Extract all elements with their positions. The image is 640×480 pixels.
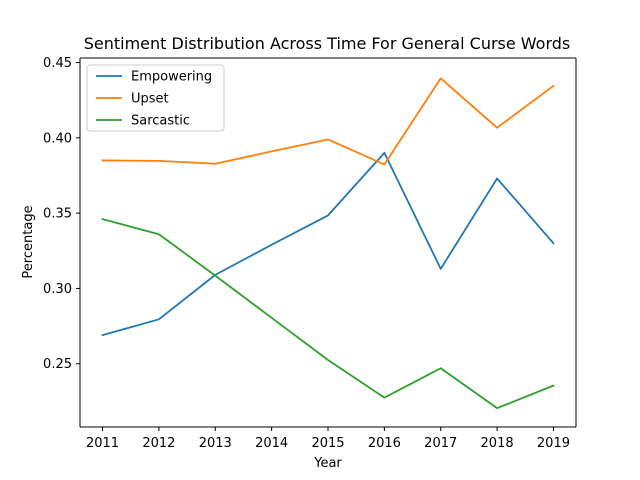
y-tick-label: 0.30: [43, 282, 72, 297]
x-tick-label: 2016: [368, 436, 401, 451]
x-tick-label: 2018: [481, 436, 514, 451]
x-tick-label: 2017: [424, 436, 457, 451]
y-axis-title: Percentage: [21, 205, 36, 278]
y-tick-label: 0.45: [43, 56, 72, 71]
y-tick-label: 0.40: [43, 131, 72, 146]
series-line-upset: [101, 77, 555, 166]
series-line-empowering: [101, 151, 555, 337]
x-axis-ticks: 2011 2012 2013 2014 2015 2016 2017 2018 2019: [86, 427, 570, 451]
legend-label-sarcastic: Sarcastic: [131, 114, 190, 129]
legend-label-upset: Upset: [131, 92, 169, 107]
x-tick-label: 2014: [255, 436, 288, 451]
y-tick-label: 0.25: [43, 357, 72, 372]
x-tick-label: 2013: [199, 436, 232, 451]
x-tick-label: 2011: [86, 436, 119, 451]
legend-box: [86, 64, 225, 132]
y-tick-label: 0.35: [43, 207, 72, 222]
x-tick-label: 2015: [311, 436, 344, 451]
axes-frame: [79, 57, 577, 428]
x-tick-label: 2012: [142, 436, 175, 451]
series-layer: [101, 77, 555, 410]
legend: Empowering Upset Sarcastic: [86, 64, 225, 132]
x-tick-label: 2019: [537, 436, 570, 451]
y-axis-ticks: 0.25 0.30 0.35 0.40 0.45: [43, 56, 80, 372]
chart-title: Sentiment Distribution Across Time For G…: [84, 34, 571, 53]
legend-label-empowering: Empowering: [131, 70, 212, 85]
x-axis-title: Year: [313, 456, 342, 471]
series-line-sarcastic: [101, 218, 555, 410]
